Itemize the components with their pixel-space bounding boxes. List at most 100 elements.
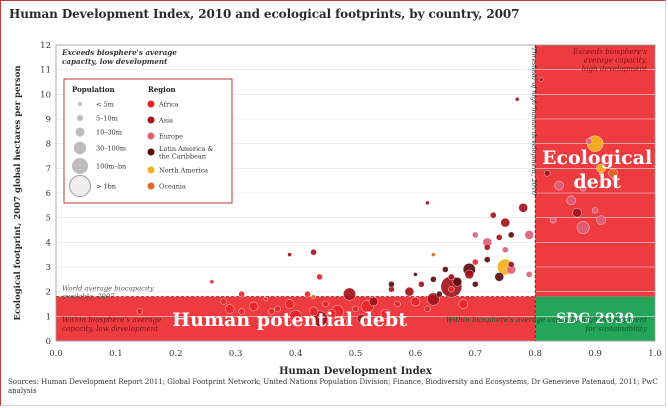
sdg-label: SDG 2030 [556, 311, 634, 327]
data-point [308, 306, 319, 317]
data-point [238, 308, 245, 315]
legend-region-swatch [147, 116, 155, 124]
data-point [404, 286, 415, 297]
data-point [284, 299, 295, 309]
sdg-zone [535, 296, 655, 341]
data-point [484, 244, 491, 251]
data-point [220, 298, 227, 305]
data-point [508, 231, 515, 239]
data-point [426, 292, 440, 306]
data-point [591, 207, 599, 214]
legend: Population Region < 5m 5–10m 10–30m 30–100m 10… [63, 78, 233, 204]
data-point [248, 301, 259, 312]
legend-population-swatch [75, 127, 85, 137]
x-tick-label: 0.8 [528, 349, 542, 359]
data-point [579, 184, 587, 192]
data-point [316, 273, 323, 281]
data-point [500, 217, 510, 228]
legend-region-label: Africa [158, 101, 179, 109]
legend-region-swatch [147, 166, 155, 174]
data-point [572, 208, 582, 218]
legend-population-swatch [77, 115, 83, 121]
legend-population-swatch [73, 141, 87, 155]
data-point [442, 266, 449, 273]
data-point [311, 294, 316, 299]
data-point [508, 261, 515, 268]
legend-region-swatch [147, 182, 155, 190]
source-note: Sources: Human Development Report 2011; … [8, 378, 658, 395]
data-point [576, 221, 590, 234]
data-point [424, 305, 431, 313]
legend-population-label: > 1bn [96, 183, 116, 191]
data-point [340, 318, 347, 325]
data-point [436, 290, 443, 298]
data-point [585, 137, 593, 145]
data-point [484, 256, 491, 263]
x-axis-label: Human Development Index [279, 366, 433, 377]
y-tick-label: 3 [46, 263, 51, 273]
plot-border [55, 44, 656, 342]
data-point [368, 296, 379, 307]
legend-population-label: 10–30m [96, 129, 122, 137]
data-point [448, 273, 455, 281]
data-point [380, 309, 391, 319]
data-point [431, 252, 436, 257]
ecological-debt-label: Ecological debt [542, 147, 652, 193]
y-tick-label: 8 [46, 140, 51, 150]
legend-region-label: Oceania [159, 183, 186, 191]
legend-population-label: 100m–bn [96, 163, 126, 171]
data-point [472, 258, 479, 266]
data-point [448, 286, 455, 293]
quadrant-note-bottom-left: Within biosphere's average capacity, low … [62, 315, 162, 333]
legend-population-label: 30–100m [96, 145, 126, 153]
legend-population-label: < 5m [96, 101, 114, 109]
legend-region-label: North America [159, 167, 208, 175]
y-tick-label: 10 [40, 90, 51, 100]
data-point [472, 231, 479, 239]
data-point [418, 281, 425, 288]
data-point [225, 304, 235, 314]
data-point [287, 252, 292, 257]
data-point [136, 308, 144, 315]
data-point [596, 163, 606, 174]
data-point [322, 300, 329, 308]
legend-region-label: Latin America & the Caribbean [159, 145, 214, 161]
data-point [515, 97, 520, 102]
human-potential-debt-label: Human potential debt [172, 309, 407, 331]
data-point [356, 314, 367, 324]
data-point [452, 277, 463, 287]
ecological-debt-zone [535, 45, 655, 297]
data-point [566, 195, 576, 206]
data-point [352, 305, 359, 313]
y-tick-label: 2 [46, 288, 51, 298]
data-point [268, 308, 275, 315]
x-tick-label: 0.0 [49, 349, 63, 359]
data-point [209, 279, 214, 284]
x-tick-label: 0.4 [289, 349, 303, 359]
x-tick-label: 0.2 [169, 349, 183, 359]
legend-region-swatch [147, 100, 155, 108]
y-tick-label: 11 [40, 66, 51, 76]
x-tick-label: 0.5 [349, 349, 363, 359]
quadrant-note-bottom-right: Within biosphere's average capacity, hig… [446, 315, 648, 333]
data-point [549, 216, 557, 224]
y-tick-label: 9 [46, 115, 51, 125]
data-point [608, 168, 618, 178]
legend-region-label: Europe [159, 133, 183, 141]
data-point [326, 309, 337, 319]
x-tick-label: 0.7 [469, 349, 483, 359]
chart-title: Human Development Index, 2010 and ecolog… [9, 7, 520, 21]
x-tick-label: 0.9 [588, 349, 602, 359]
legend-region-swatch [147, 148, 155, 156]
data-point [238, 290, 245, 298]
data-point [263, 296, 268, 302]
data-point [304, 290, 311, 298]
legend-region-swatch [147, 132, 155, 140]
y-tick-label: 7 [46, 164, 51, 174]
quadrant-note-top-right: Exceeds biosphere's average capacity, high… [572, 47, 647, 73]
scatter-chart: Human potential debt Ecological debt SDG 20… [13, 41, 662, 377]
data-point [430, 276, 437, 283]
data-point [410, 296, 421, 307]
data-point [526, 271, 533, 278]
